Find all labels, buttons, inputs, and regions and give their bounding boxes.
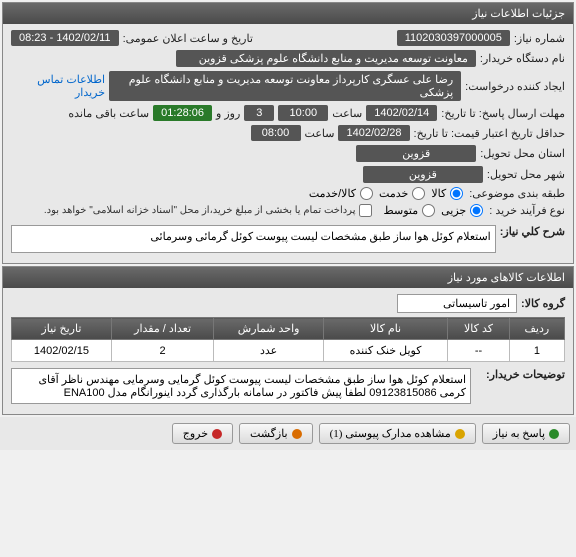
location-label: استان محل تحویل: bbox=[480, 147, 565, 160]
category-service: خدمت bbox=[379, 187, 427, 200]
payment-note: پرداخت تمام یا بخشی از مبلغ خرید،از محل … bbox=[44, 205, 356, 216]
deadline-date: 1402/02/14 bbox=[366, 105, 437, 121]
cell-qty: 2 bbox=[111, 340, 213, 362]
col-row: رديف bbox=[509, 318, 564, 340]
desc-label: توضيحات خريدار: bbox=[475, 368, 565, 381]
pt-partial: جزیی bbox=[441, 204, 485, 217]
back-button[interactable]: بازگشت bbox=[239, 423, 313, 444]
creator-value: رضا علی عسگری کارپرداز معاونت توسعه مدیر… bbox=[109, 71, 461, 101]
time-label-1: ساعت bbox=[332, 107, 362, 120]
panel-body-details: شماره نیاز: 1102030397000005 تاریخ و ساع… bbox=[3, 24, 573, 263]
dot-icon bbox=[292, 429, 302, 439]
table-row[interactable]: 1 -- کویل خنک کننده عدد 2 1402/02/15 bbox=[12, 340, 565, 362]
contact-link[interactable]: اطلاعات تماس خریدار bbox=[11, 73, 105, 99]
countdown: 01:28:06 bbox=[153, 105, 212, 121]
summary-label: شرح كلي نياز: bbox=[500, 225, 565, 238]
time-label-2: ساعت bbox=[305, 127, 335, 140]
cell-code: -- bbox=[448, 340, 510, 362]
days-suffix: روز و bbox=[216, 107, 240, 120]
goods-panel: اطلاعات کالاهای مورد نیاز گروه کالا: امو… bbox=[2, 266, 574, 415]
panel-body-goods: گروه کالا: امور تاسیساتی رديف کد کالا نا… bbox=[3, 288, 573, 414]
deadline-label: مهلت ارسال پاسخ: تا تاریخ: bbox=[441, 107, 565, 120]
cell-name: کویل خنک کننده bbox=[323, 340, 447, 362]
group-label: گروه کالا: bbox=[521, 297, 565, 310]
col-date: تاريخ نياز bbox=[12, 318, 112, 340]
announce-value: 1402/02/11 - 08:23 bbox=[11, 30, 119, 46]
radio-partial[interactable] bbox=[470, 204, 483, 217]
col-qty: تعداد / مقدار bbox=[111, 318, 213, 340]
radio-both[interactable] bbox=[360, 187, 373, 200]
dot-icon bbox=[455, 429, 465, 439]
location-value: قزوین bbox=[356, 145, 476, 162]
buyer-description: استعلام کوئل هوا ساز طبق مشخصات لیست پیو… bbox=[11, 368, 471, 404]
summary-text bbox=[11, 225, 496, 253]
cell-n: 1 bbox=[509, 340, 564, 362]
col-name: نام کالا bbox=[323, 318, 447, 340]
category-both: کالا/خدمت bbox=[309, 187, 375, 200]
category-kala: کالا bbox=[431, 187, 465, 200]
exit-button[interactable]: خروج bbox=[172, 423, 233, 444]
dot-icon bbox=[549, 429, 559, 439]
pt-medium: متوسط bbox=[384, 204, 438, 217]
button-bar: پاسخ به نیاز مشاهده مدارک پیوستی (1) باز… bbox=[0, 417, 576, 450]
panel-header-goods: اطلاعات کالاهای مورد نیاز bbox=[3, 267, 573, 288]
city-value: قزوین bbox=[363, 166, 483, 183]
radio-service[interactable] bbox=[412, 187, 425, 200]
days-value: 3 bbox=[244, 105, 274, 121]
price-valid-time: 08:00 bbox=[251, 125, 301, 141]
purchase-type-label: نوع فرآیند خرید : bbox=[489, 204, 565, 217]
need-no-label: شماره نیاز: bbox=[514, 32, 565, 45]
creator-label: ایجاد کننده درخواست: bbox=[465, 80, 565, 93]
announce-label: تاریخ و ساعت اعلان عمومی: bbox=[123, 32, 253, 45]
price-valid-label: حداقل تاریخ اعتبار قیمت: تا تاریخ: bbox=[414, 127, 565, 140]
attachments-button[interactable]: مشاهده مدارک پیوستی (1) bbox=[319, 423, 476, 444]
category-label: طبقه بندی موضوعی: bbox=[469, 187, 565, 200]
price-valid-date: 1402/02/28 bbox=[338, 125, 409, 141]
group-value: امور تاسیساتی bbox=[397, 294, 517, 313]
col-code: کد کالا bbox=[448, 318, 510, 340]
cell-unit: عدد bbox=[214, 340, 324, 362]
radio-medium[interactable] bbox=[422, 204, 435, 217]
need-no-value: 1102030397000005 bbox=[397, 30, 510, 46]
remain-label: ساعت باقی مانده bbox=[68, 107, 149, 120]
dot-icon bbox=[212, 429, 222, 439]
need-details-panel: جزئیات اطلاعات نیاز شماره نیاز: 11020303… bbox=[2, 2, 574, 264]
radio-kala[interactable] bbox=[450, 187, 463, 200]
buyer-org-label: نام دستگاه خریدار: bbox=[480, 52, 565, 65]
respond-button[interactable]: پاسخ به نیاز bbox=[482, 423, 570, 444]
deadline-time: 10:00 bbox=[278, 105, 328, 121]
payment-check[interactable] bbox=[359, 204, 372, 217]
goods-table: رديف کد کالا نام کالا واحد شمارش تعداد /… bbox=[11, 317, 565, 362]
panel-header-details: جزئیات اطلاعات نیاز bbox=[3, 3, 573, 24]
cell-date: 1402/02/15 bbox=[12, 340, 112, 362]
city-label: شهر محل تحویل: bbox=[487, 168, 565, 181]
buyer-org-value: معاونت توسعه مدیریت و منابع دانشگاه علوم… bbox=[176, 50, 476, 67]
col-unit: واحد شمارش bbox=[214, 318, 324, 340]
